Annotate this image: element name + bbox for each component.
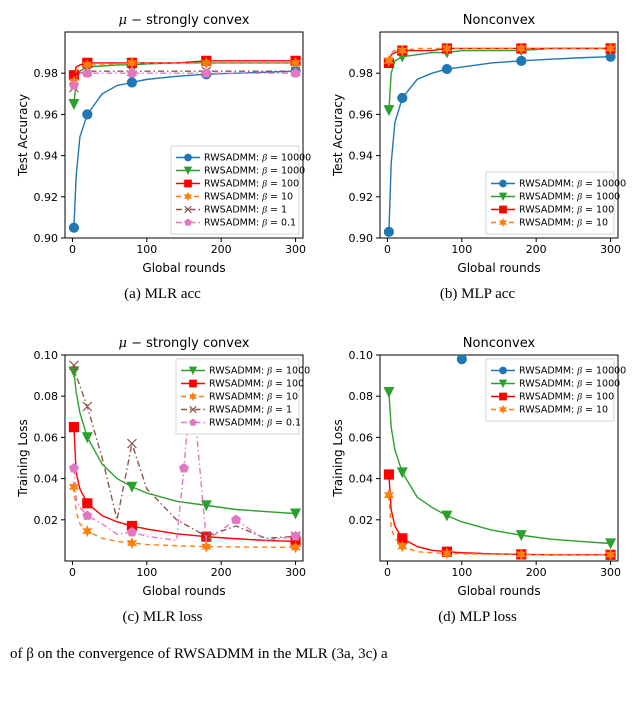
svg-text:Global rounds: Global rounds <box>142 261 225 275</box>
plot-a-wrap: 0 100 200 300 0.90 0.92 0.94 0.96 0.98 Global rou… <box>13 10 313 280</box>
svg-text:300: 300 <box>600 566 621 579</box>
caption-a: (a) MLR acc <box>124 286 201 303</box>
svg-text:0: 0 <box>383 566 390 579</box>
svg-text:0.04: 0.04 <box>33 473 58 486</box>
plot-a: 0 100 200 300 0.90 0.92 0.94 0.96 0.98 Global rou… <box>13 10 313 280</box>
svg-text:0.92: 0.92 <box>33 191 58 204</box>
svg-text:0.90: 0.90 <box>348 232 373 245</box>
panel-b: 0 100 200 300 0.90 0.92 0.94 0.96 0.98 Global rou… <box>325 10 630 303</box>
svg-text:0.96: 0.96 <box>348 108 373 121</box>
svg-text:0.96: 0.96 <box>33 108 58 121</box>
svg-text:Global rounds: Global rounds <box>457 584 540 598</box>
plot-b: 0 100 200 300 0.90 0.92 0.94 0.96 0.98 Global rou… <box>328 10 628 280</box>
svg-text:0.06: 0.06 <box>33 431 58 444</box>
svg-text:0.92: 0.92 <box>348 191 373 204</box>
svg-text:300: 300 <box>285 566 306 579</box>
svg-text:0.94: 0.94 <box>348 150 373 163</box>
caption-b: (b) MLP acc <box>440 286 515 303</box>
svg-text:300: 300 <box>285 243 306 256</box>
svg-text:0.08: 0.08 <box>33 390 58 403</box>
svg-text:0.10: 0.10 <box>33 349 58 362</box>
svg-text:Test Accuracy: Test Accuracy <box>16 94 30 177</box>
svg-text:RWSADMM: β = 100: RWSADMM: β = 100 <box>519 392 614 403</box>
svg-text:RWSADMM: β = 10: RWSADMM: β = 10 <box>519 405 608 416</box>
svg-text:RWSADMM: β = 10: RWSADMM: β = 10 <box>209 392 298 403</box>
svg-text:200: 200 <box>210 566 231 579</box>
svg-text:RWSADMM: β = 1000: RWSADMM: β = 1000 <box>519 379 620 390</box>
svg-text:200: 200 <box>525 566 546 579</box>
svg-text:RWSADMM: β = 0.1: RWSADMM: β = 0.1 <box>204 218 296 229</box>
svg-text:Nonconvex: Nonconvex <box>462 13 535 28</box>
svg-text:RWSADMM: β = 1: RWSADMM: β = 1 <box>204 205 287 216</box>
svg-text:RWSADMM: β = 10000: RWSADMM: β = 10000 <box>204 153 311 164</box>
svg-text:RWSADMM: β = 1000: RWSADMM: β = 1000 <box>209 366 310 377</box>
svg-text:Training Loss: Training Loss <box>331 419 345 497</box>
svg-text:0.94: 0.94 <box>33 150 58 163</box>
svg-text:0.90: 0.90 <box>33 232 58 245</box>
svg-text:RWSADMM: β = 10000: RWSADMM: β = 10000 <box>519 179 626 190</box>
svg-text:RWSADMM: β = 100: RWSADMM: β = 100 <box>204 179 299 190</box>
svg-text:μ − strongly convex: μ − strongly convex <box>118 13 249 28</box>
plot-c: 0 100 200 300 0.02 0.04 0.06 0.08 0.10 Global rou… <box>13 333 313 603</box>
svg-text:100: 100 <box>451 566 472 579</box>
bottom-caption: of β on the convergence of RWSADMM in th… <box>0 626 640 673</box>
plot-c-wrap: 0 100 200 300 0.02 0.04 0.06 0.08 0.10 Global rou… <box>13 333 313 603</box>
svg-text:Global rounds: Global rounds <box>457 261 540 275</box>
plot-d-wrap: 0 100 200 300 0.02 0.04 0.06 0.08 0.10 Global rou… <box>328 333 628 603</box>
panel-c: 0 100 200 300 0.02 0.04 0.06 0.08 0.10 Global rou… <box>10 333 315 626</box>
svg-text:Training Loss: Training Loss <box>16 419 30 497</box>
svg-text:RWSADMM: β = 1: RWSADMM: β = 1 <box>209 405 292 416</box>
caption-d: (d) MLP loss <box>438 609 517 626</box>
svg-text:μ − strongly convex: μ − strongly convex <box>118 336 249 351</box>
panel-a: 0 100 200 300 0.90 0.92 0.94 0.96 0.98 Global rou… <box>10 10 315 303</box>
svg-text:0.08: 0.08 <box>348 390 373 403</box>
svg-text:200: 200 <box>525 243 546 256</box>
svg-text:0.98: 0.98 <box>33 67 58 80</box>
svg-text:0.04: 0.04 <box>348 473 373 486</box>
svg-text:100: 100 <box>451 243 472 256</box>
svg-text:RWSADMM: β = 10: RWSADMM: β = 10 <box>204 192 293 203</box>
svg-text:RWSADMM: β = 100: RWSADMM: β = 100 <box>519 205 614 216</box>
svg-text:RWSADMM: β = 1000: RWSADMM: β = 1000 <box>519 192 620 203</box>
svg-text:0.06: 0.06 <box>348 431 373 444</box>
svg-text:RWSADMM: β = 1000: RWSADMM: β = 1000 <box>204 166 305 177</box>
svg-text:RWSADMM: β = 100: RWSADMM: β = 100 <box>209 379 304 390</box>
caption-c: (c) MLR loss <box>123 609 203 626</box>
svg-text:Nonconvex: Nonconvex <box>462 336 535 351</box>
svg-text:200: 200 <box>210 243 231 256</box>
svg-text:Test Accuracy: Test Accuracy <box>331 94 345 177</box>
svg-text:RWSADMM: β = 0.1: RWSADMM: β = 0.1 <box>209 418 301 429</box>
svg-text:0.02: 0.02 <box>33 514 58 527</box>
plot-b-wrap: 0 100 200 300 0.90 0.92 0.94 0.96 0.98 Global rou… <box>328 10 628 280</box>
svg-text:0: 0 <box>383 243 390 256</box>
svg-text:0: 0 <box>68 566 75 579</box>
panel-d: 0 100 200 300 0.02 0.04 0.06 0.08 0.10 Global rou… <box>325 333 630 626</box>
svg-text:0.10: 0.10 <box>348 349 373 362</box>
svg-text:0: 0 <box>68 243 75 256</box>
chart-grid: 0 100 200 300 0.90 0.92 0.94 0.96 0.98 Global rou… <box>0 0 640 626</box>
svg-text:100: 100 <box>136 243 157 256</box>
svg-text:0.02: 0.02 <box>348 514 373 527</box>
svg-text:0.98: 0.98 <box>348 67 373 80</box>
plot-d: 0 100 200 300 0.02 0.04 0.06 0.08 0.10 Global rou… <box>328 333 628 603</box>
svg-text:100: 100 <box>136 566 157 579</box>
svg-text:300: 300 <box>600 243 621 256</box>
svg-text:RWSADMM: β = 10000: RWSADMM: β = 10000 <box>519 366 626 377</box>
svg-text:RWSADMM: β = 10: RWSADMM: β = 10 <box>519 218 608 229</box>
svg-text:Global rounds: Global rounds <box>142 584 225 598</box>
